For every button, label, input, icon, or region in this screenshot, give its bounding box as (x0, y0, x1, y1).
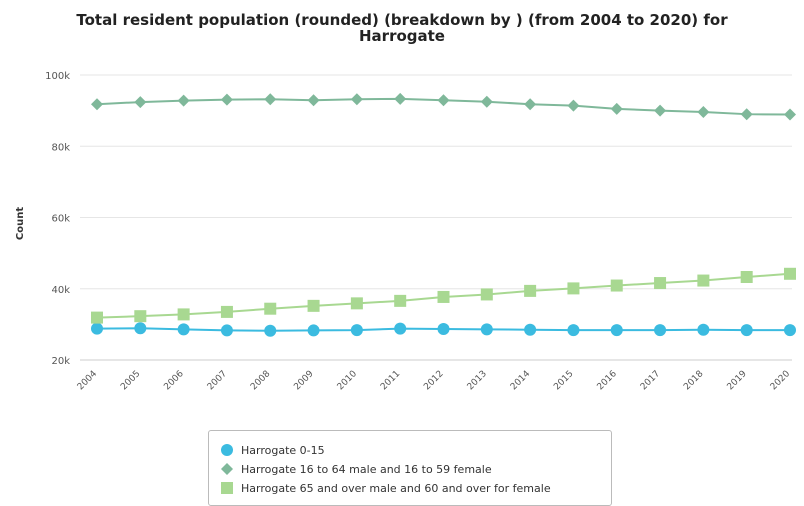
x-tick-label: 2019 (726, 369, 749, 392)
legend-label: Harrogate 65 and over male and 60 and ov… (241, 481, 551, 495)
data-point-diamond (134, 96, 147, 109)
data-point-square (654, 277, 667, 290)
data-point-circle (91, 322, 103, 335)
legend-label: Harrogate 0-15 (241, 443, 325, 457)
data-point-circle (394, 322, 407, 335)
data-point-diamond (524, 98, 537, 111)
chart-title: Total resident population (rounded) (bre… (0, 12, 804, 44)
data-point-square (307, 299, 320, 312)
x-tick-label: 2006 (162, 369, 185, 392)
data-point-square (177, 308, 190, 321)
data-point-square (394, 294, 407, 307)
y-tick-label: 40k (51, 285, 70, 296)
x-tick-label: 2005 (119, 369, 142, 392)
data-point-circle (740, 324, 753, 337)
data-point-circle (307, 324, 320, 337)
x-tick-label: 2008 (249, 369, 272, 392)
x-tick-label: 2012 (422, 369, 445, 392)
data-point-diamond (480, 95, 493, 108)
data-point-circle (480, 323, 493, 336)
data-point-diamond (91, 98, 103, 111)
x-tick-label: 2016 (596, 369, 619, 392)
data-point-diamond (610, 102, 623, 115)
data-point-diamond (740, 108, 753, 121)
x-tick-label: 2010 (336, 369, 359, 392)
data-point-circle (697, 323, 710, 336)
y-tick-label: 80k (51, 142, 70, 153)
data-point-circle (134, 322, 147, 335)
data-point-square (784, 267, 796, 280)
data-point-square (437, 290, 450, 303)
data-point-diamond (350, 93, 363, 106)
data-point-diamond (264, 93, 277, 106)
x-tick-label: 2007 (206, 369, 229, 392)
legend: Harrogate 0-15 Harrogate 16 to 64 male a… (208, 430, 612, 506)
data-point-diamond (437, 94, 450, 107)
data-point-circle (177, 323, 190, 336)
data-point-circle (654, 324, 667, 337)
x-tick-label: 2014 (509, 369, 532, 392)
x-tick-label: 2015 (552, 369, 575, 392)
x-tick-label: 2004 (76, 369, 99, 392)
square-marker-icon (221, 482, 233, 494)
data-point-square (350, 297, 363, 310)
x-tick-label: 2018 (682, 369, 705, 392)
data-point-circle (567, 324, 580, 337)
data-point-diamond (654, 104, 667, 117)
data-point-square (610, 279, 623, 292)
data-point-square (480, 288, 493, 301)
data-point-circle (784, 324, 796, 337)
data-point-square (740, 270, 753, 283)
diamond-marker-icon (221, 463, 233, 475)
line-chart: 20k 40k 60k 80k 100k 2004 2005 2006 2007 2008 2009… (45, 71, 796, 392)
legend-item-65-over[interactable]: Harrogate 65 and over male and 60 and ov… (219, 479, 551, 497)
data-point-diamond (784, 108, 796, 121)
data-point-diamond (567, 99, 580, 112)
legend-item-0-15[interactable]: Harrogate 0-15 (219, 441, 325, 459)
data-point-diamond (697, 106, 710, 119)
x-tick-label: 2020 (769, 369, 792, 392)
data-point-circle (350, 324, 363, 337)
data-point-square (134, 310, 147, 323)
data-point-square (524, 284, 537, 297)
y-tick-label: 20k (51, 356, 70, 367)
chart-title-line2: Harrogate (359, 27, 445, 45)
data-point-square (567, 282, 580, 295)
data-point-square (91, 311, 103, 324)
chart-title-line1: Total resident population (rounded) (bre… (76, 11, 728, 29)
data-point-circle (220, 324, 233, 337)
legend-label: Harrogate 16 to 64 male and 16 to 59 fem… (241, 462, 492, 476)
x-tick-label: 2013 (466, 369, 489, 392)
data-point-circle (610, 324, 623, 337)
data-point-diamond (307, 94, 320, 107)
data-point-diamond (220, 93, 233, 106)
data-point-circle (524, 323, 537, 336)
x-tick-label: 2017 (639, 369, 662, 392)
y-tick-label: 60k (51, 214, 70, 225)
data-point-square (220, 305, 233, 318)
data-point-circle (264, 324, 277, 337)
data-point-diamond (394, 92, 407, 105)
legend-item-16-64[interactable]: Harrogate 16 to 64 male and 16 to 59 fem… (219, 460, 492, 478)
data-point-square (697, 274, 710, 287)
x-tick-label: 2011 (379, 369, 402, 392)
data-point-diamond (177, 94, 190, 107)
data-point-circle (437, 323, 450, 336)
y-tick-label: 100k (45, 71, 70, 82)
data-point-square (264, 302, 277, 315)
x-tick-label: 2009 (292, 369, 315, 392)
circle-marker-icon (221, 444, 233, 456)
